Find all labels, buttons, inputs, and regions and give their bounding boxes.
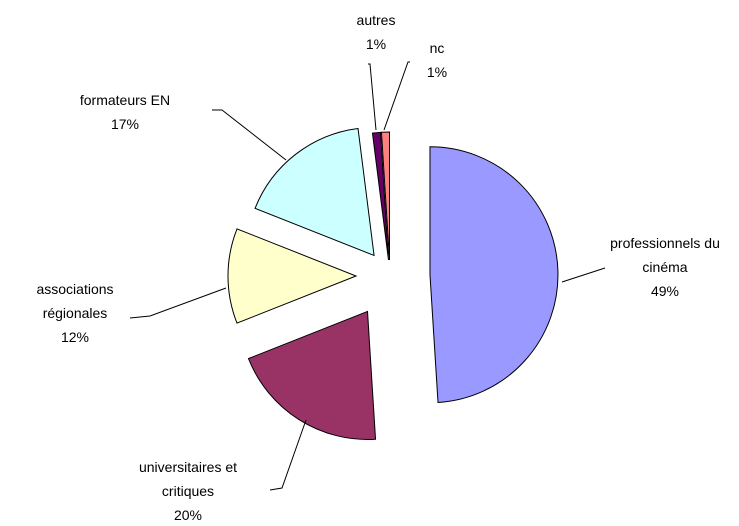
leader-line	[129, 287, 227, 319]
pie-slice	[254, 127, 375, 257]
slice-label: universitaires et critiques 20%	[138, 459, 238, 523]
slice-label: autres 1%	[356, 12, 396, 52]
slice-label: nc 1%	[426, 40, 448, 80]
slice-label: formateurs EN 17%	[79, 92, 171, 132]
slice-label: associations régionales 12%	[36, 281, 114, 345]
leader-line	[561, 267, 606, 283]
leader-line	[368, 63, 377, 131]
pie-slice	[429, 146, 559, 404]
leader-line	[212, 109, 287, 161]
pie-slice	[227, 228, 358, 324]
pie-slice	[247, 310, 377, 440]
leader-line	[269, 419, 307, 491]
leader-line	[383, 61, 410, 131]
leader-lines	[129, 61, 606, 491]
slice-label: professionnels du cinéma 49%	[610, 235, 720, 299]
pie-slice	[371, 131, 389, 261]
pie-slice	[380, 131, 390, 261]
